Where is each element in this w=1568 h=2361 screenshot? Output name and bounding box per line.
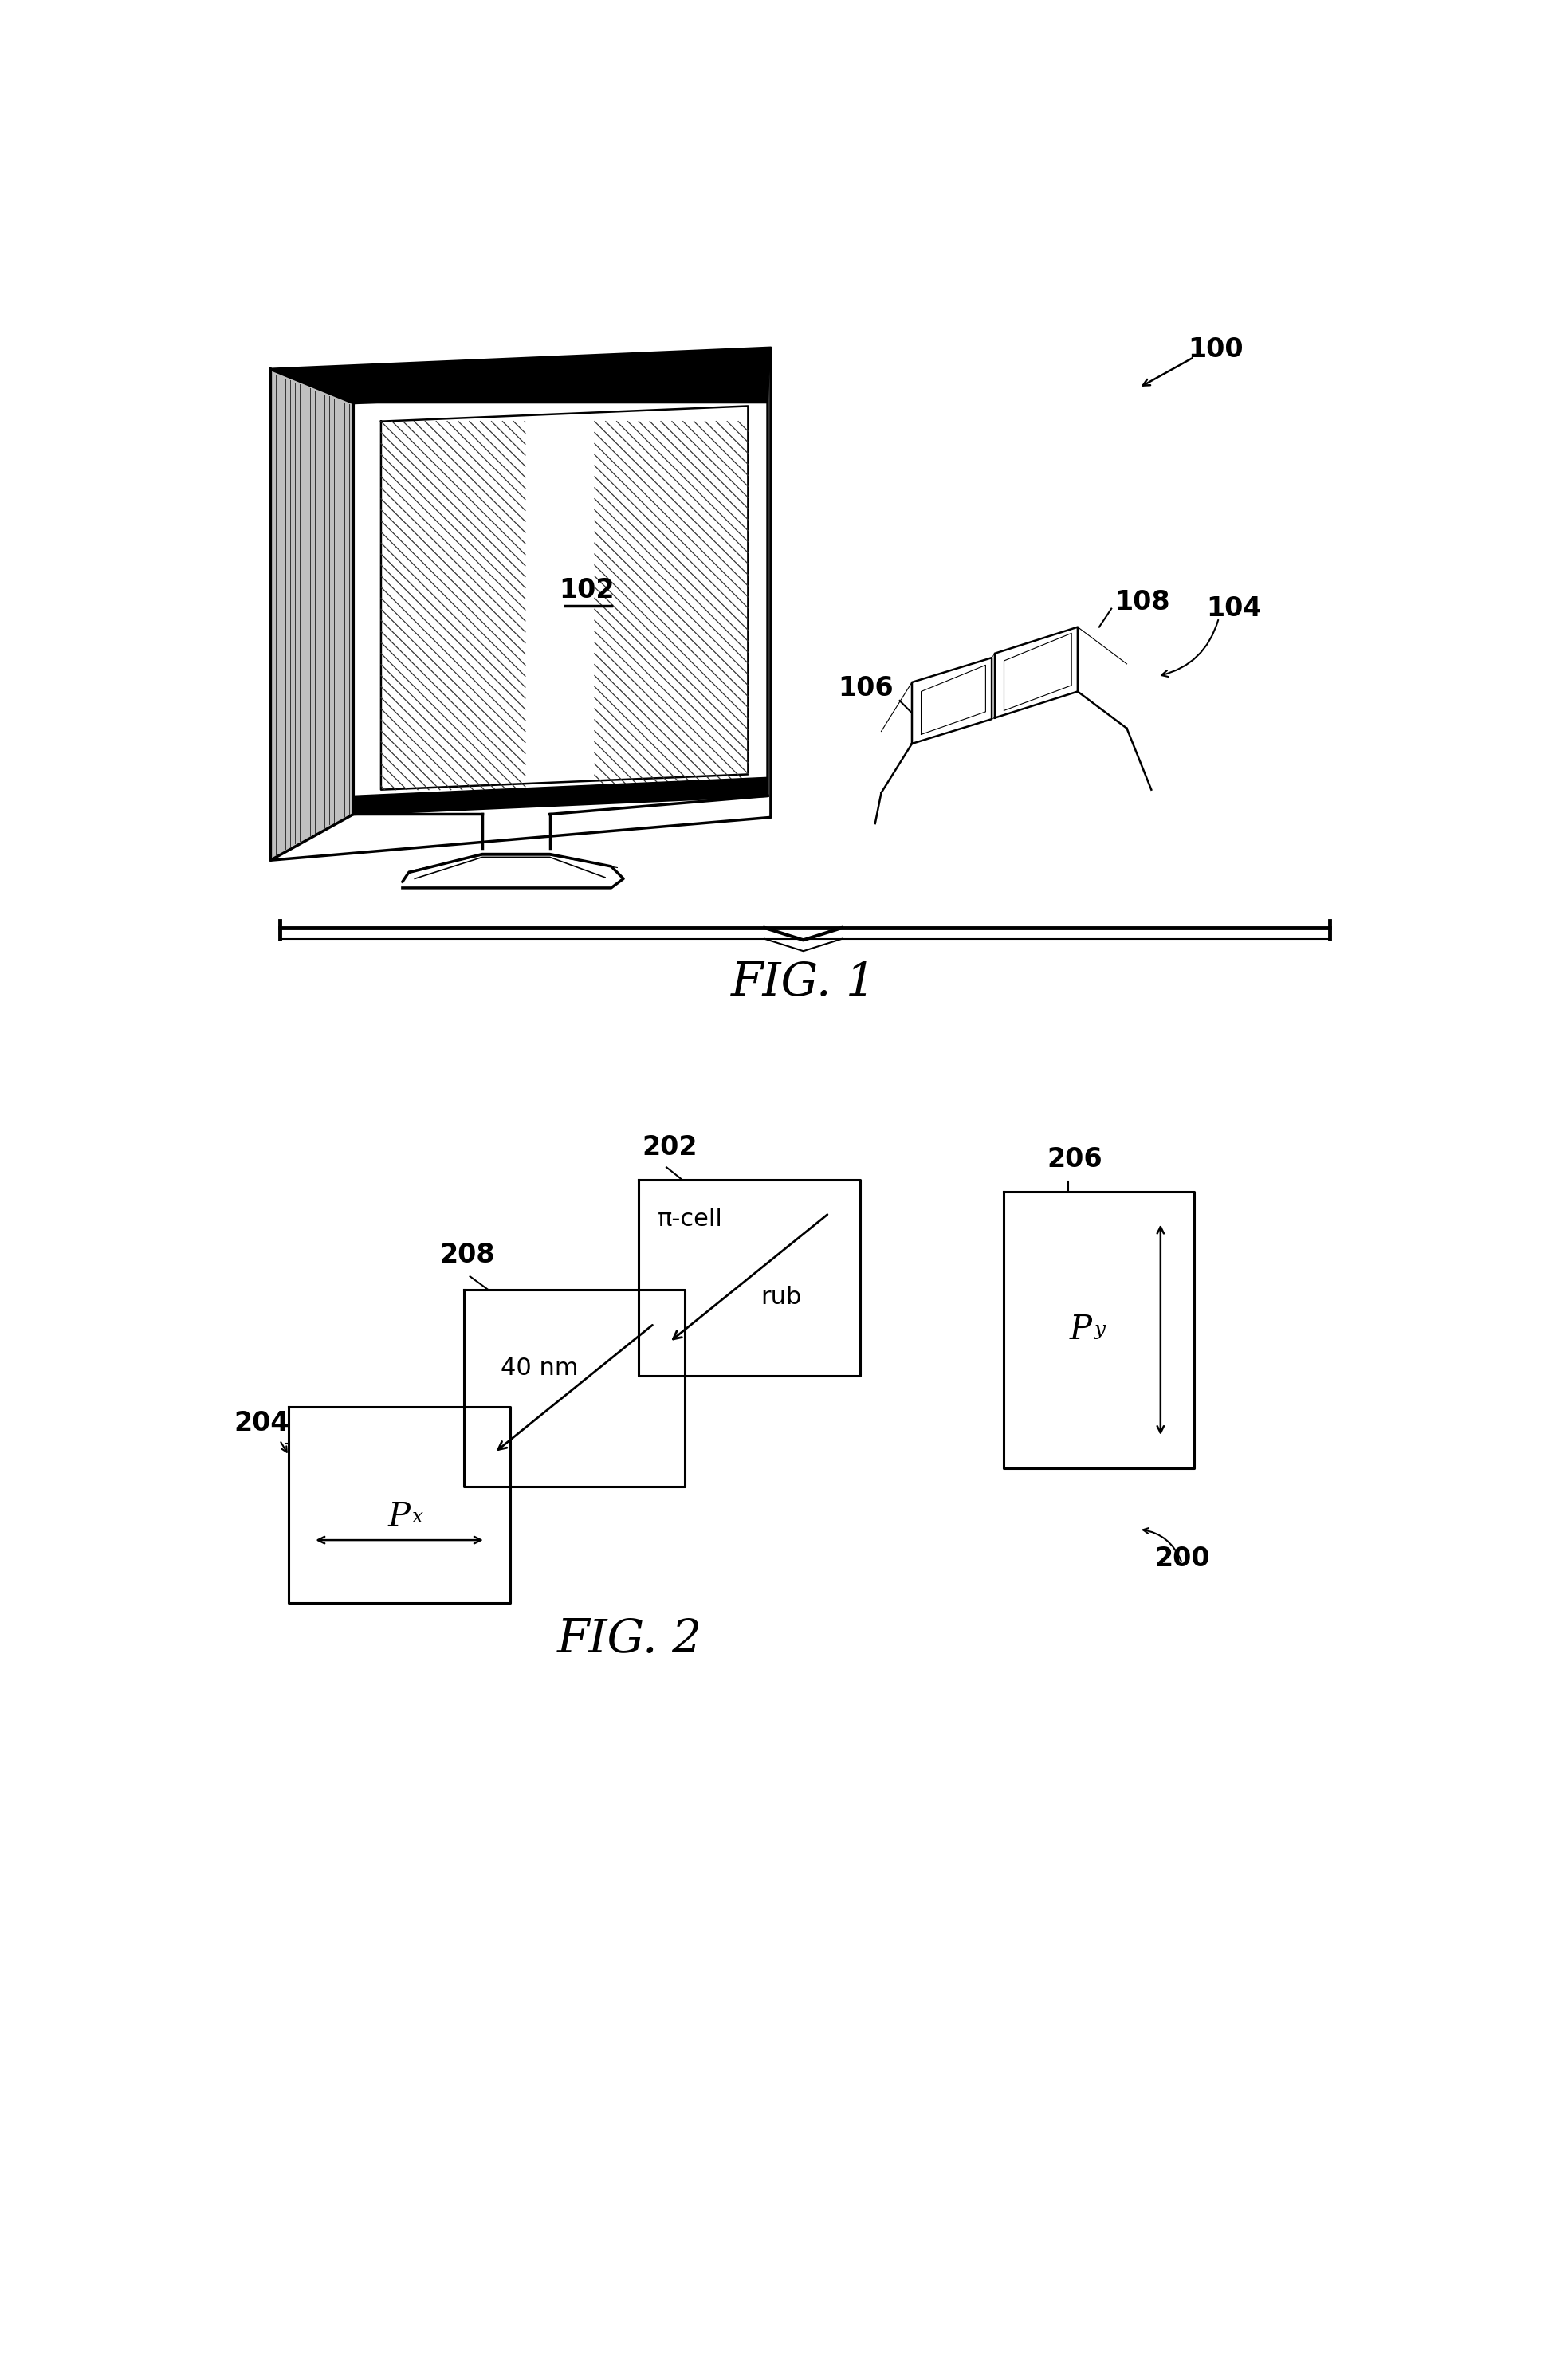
Text: 204: 204 (234, 1410, 289, 1435)
Text: FIG. 1: FIG. 1 (731, 961, 877, 1006)
Text: 206: 206 (1047, 1147, 1102, 1173)
Text: rub: rub (760, 1287, 801, 1308)
Text: 208: 208 (439, 1242, 495, 1268)
Text: 106: 106 (837, 675, 894, 701)
Polygon shape (271, 368, 353, 859)
Text: 202: 202 (641, 1133, 698, 1162)
Text: 102: 102 (558, 576, 615, 604)
Polygon shape (271, 347, 771, 404)
Text: π‐cell: π‐cell (657, 1209, 723, 1230)
Text: 104: 104 (1206, 595, 1262, 621)
Text: y: y (1094, 1320, 1105, 1339)
Text: 40 nm: 40 nm (500, 1358, 579, 1381)
Text: P: P (389, 1499, 411, 1535)
Polygon shape (353, 777, 768, 815)
Text: 100: 100 (1189, 338, 1243, 364)
Text: P: P (1069, 1313, 1091, 1346)
Text: x: x (412, 1509, 423, 1525)
Text: FIG. 2: FIG. 2 (557, 1617, 702, 1662)
Text: 108: 108 (1115, 590, 1170, 616)
Text: 200: 200 (1154, 1546, 1210, 1572)
